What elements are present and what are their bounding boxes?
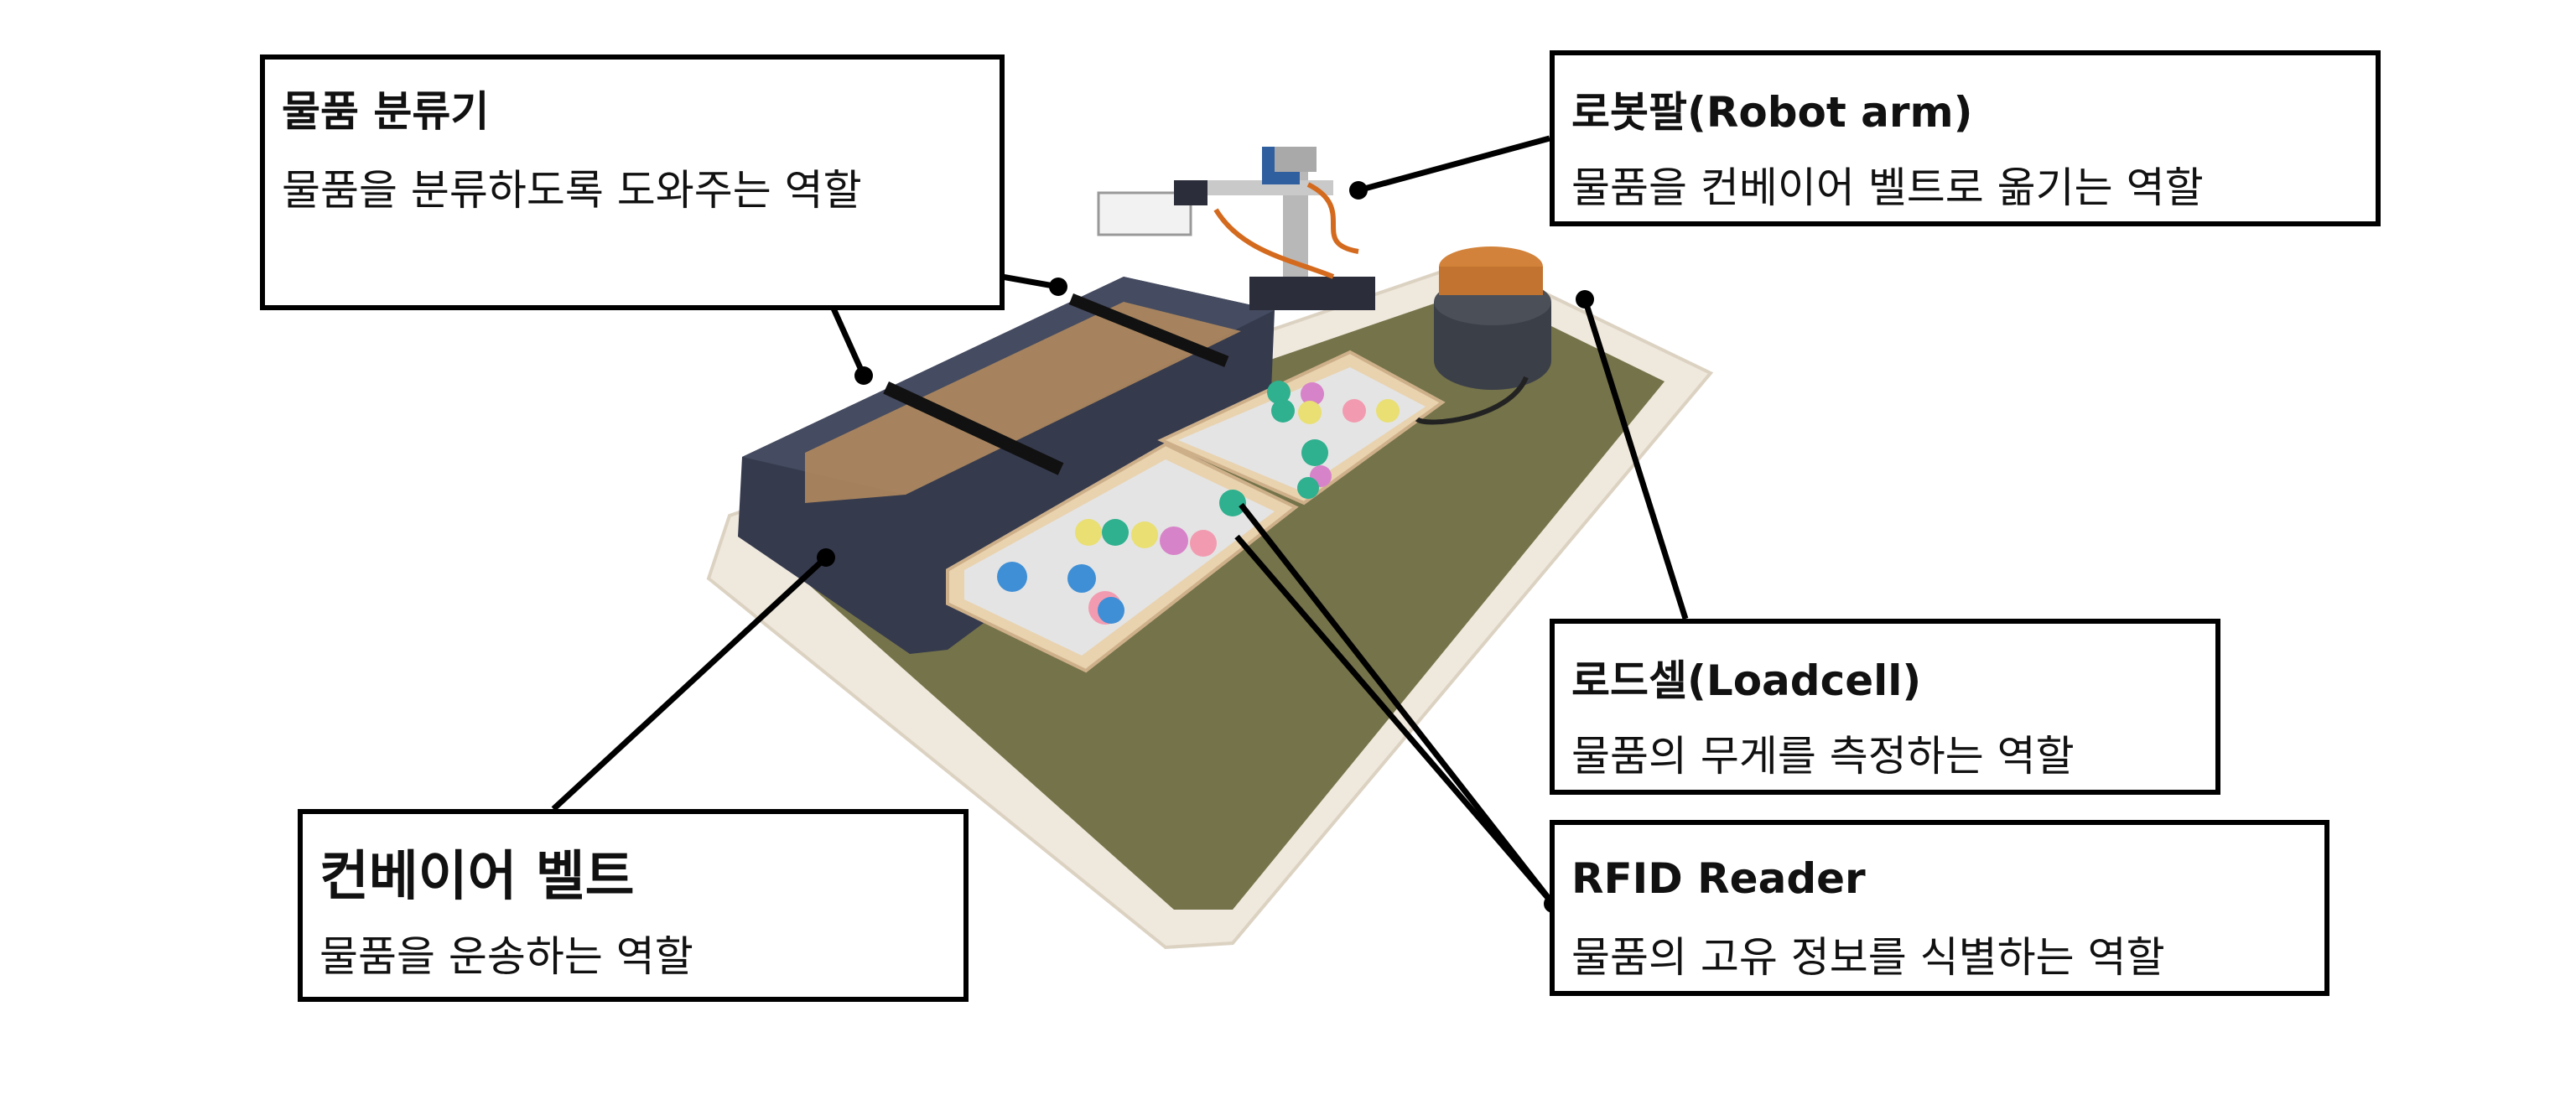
ball (1301, 439, 1328, 466)
ball (1298, 401, 1322, 424)
loadcell-cylinder (1434, 302, 1551, 390)
callout-loadcell-description: 물품의 무게를 측정하는 역할 (1571, 732, 2075, 781)
balls (997, 381, 1400, 625)
ball (1190, 530, 1217, 557)
loadcell (1415, 246, 1551, 425)
callout-sorter-description: 물품을 분류하도록 도와주는 역할 (282, 166, 862, 215)
callout-sorter: 물품 분류기 물품을 분류하도록 도와주는 역할 (260, 54, 1005, 310)
robot-arm-gripper-servo (1174, 180, 1208, 205)
ball (1343, 399, 1366, 423)
olive-mat (755, 289, 1665, 910)
callout-rfid-title: RFID Reader (1571, 854, 1866, 903)
robot-arm (1097, 147, 1375, 310)
callout-conveyor-description: 물품을 운송하는 역할 (319, 932, 693, 981)
leader-dot (1049, 278, 1067, 296)
ball (1271, 399, 1295, 423)
leader-lines (551, 135, 1689, 906)
ball (997, 562, 1027, 592)
ball (1301, 382, 1324, 406)
robot-arm-base (1249, 277, 1375, 310)
loadcell-cable (1415, 376, 1529, 425)
leader-dot (817, 548, 835, 567)
callout-loadcell: 로드셀(Loadcell) 물품의 무게를 측정하는 역할 (1550, 619, 2220, 795)
leader-line-conveyor (551, 555, 828, 812)
callout-sorter-title: 물품 분류기 (282, 87, 490, 136)
robot-arm-wires (1213, 182, 1359, 279)
callout-robot-arm-description: 물품을 컨베이어 벨트로 옮기는 역할 (1571, 163, 2204, 212)
ball (1297, 477, 1319, 499)
conveyor-belt-mesh (805, 302, 1241, 503)
callout-rfid: RFID Reader 물품의 고유 정보를 식별하는 역할 (1550, 820, 2329, 996)
tray-back-mesh (1178, 367, 1426, 490)
callout-conveyor-title: 컨베이어 벨트 (319, 846, 635, 908)
ball (1102, 519, 1129, 546)
callout-rfid-description: 물품의 고유 정보를 식별하는 역할 (1571, 933, 2165, 982)
leader-line-loadcell (1581, 298, 1689, 620)
leader-dot (1576, 290, 1594, 309)
robot-arm-top-servo (1275, 147, 1317, 172)
callout-loadcell-title: 로드셀(Loadcell) (1571, 656, 1922, 705)
ball (1267, 381, 1291, 404)
callout-robot-arm-title: 로봇팔(Robot arm) (1571, 88, 1973, 137)
ball (1131, 521, 1158, 548)
ball (1219, 490, 1246, 516)
sorter-rail-front (883, 381, 1064, 475)
leader-line-rfid-a (1239, 502, 1555, 906)
leader-line-rfid-b (1234, 534, 1555, 906)
leader-dot (854, 366, 873, 385)
callout-conveyor: 컨베이어 벨트 물품을 운송하는 역할 (298, 809, 969, 1002)
ball (1098, 597, 1124, 624)
sorter-rail-back (1068, 293, 1229, 367)
ball (1075, 519, 1102, 546)
loadcell-plate-edge (1439, 267, 1543, 295)
ball (1067, 564, 1096, 593)
tray-front-mesh (964, 459, 1275, 656)
leader-line-robot-arm (1358, 135, 1550, 194)
callout-robot-arm: 로봇팔(Robot arm) 물품을 컨베이어 벨트로 옮기는 역할 (1550, 50, 2381, 226)
leader-dot (1349, 181, 1368, 200)
ball (1376, 399, 1400, 423)
ball (1160, 526, 1188, 555)
